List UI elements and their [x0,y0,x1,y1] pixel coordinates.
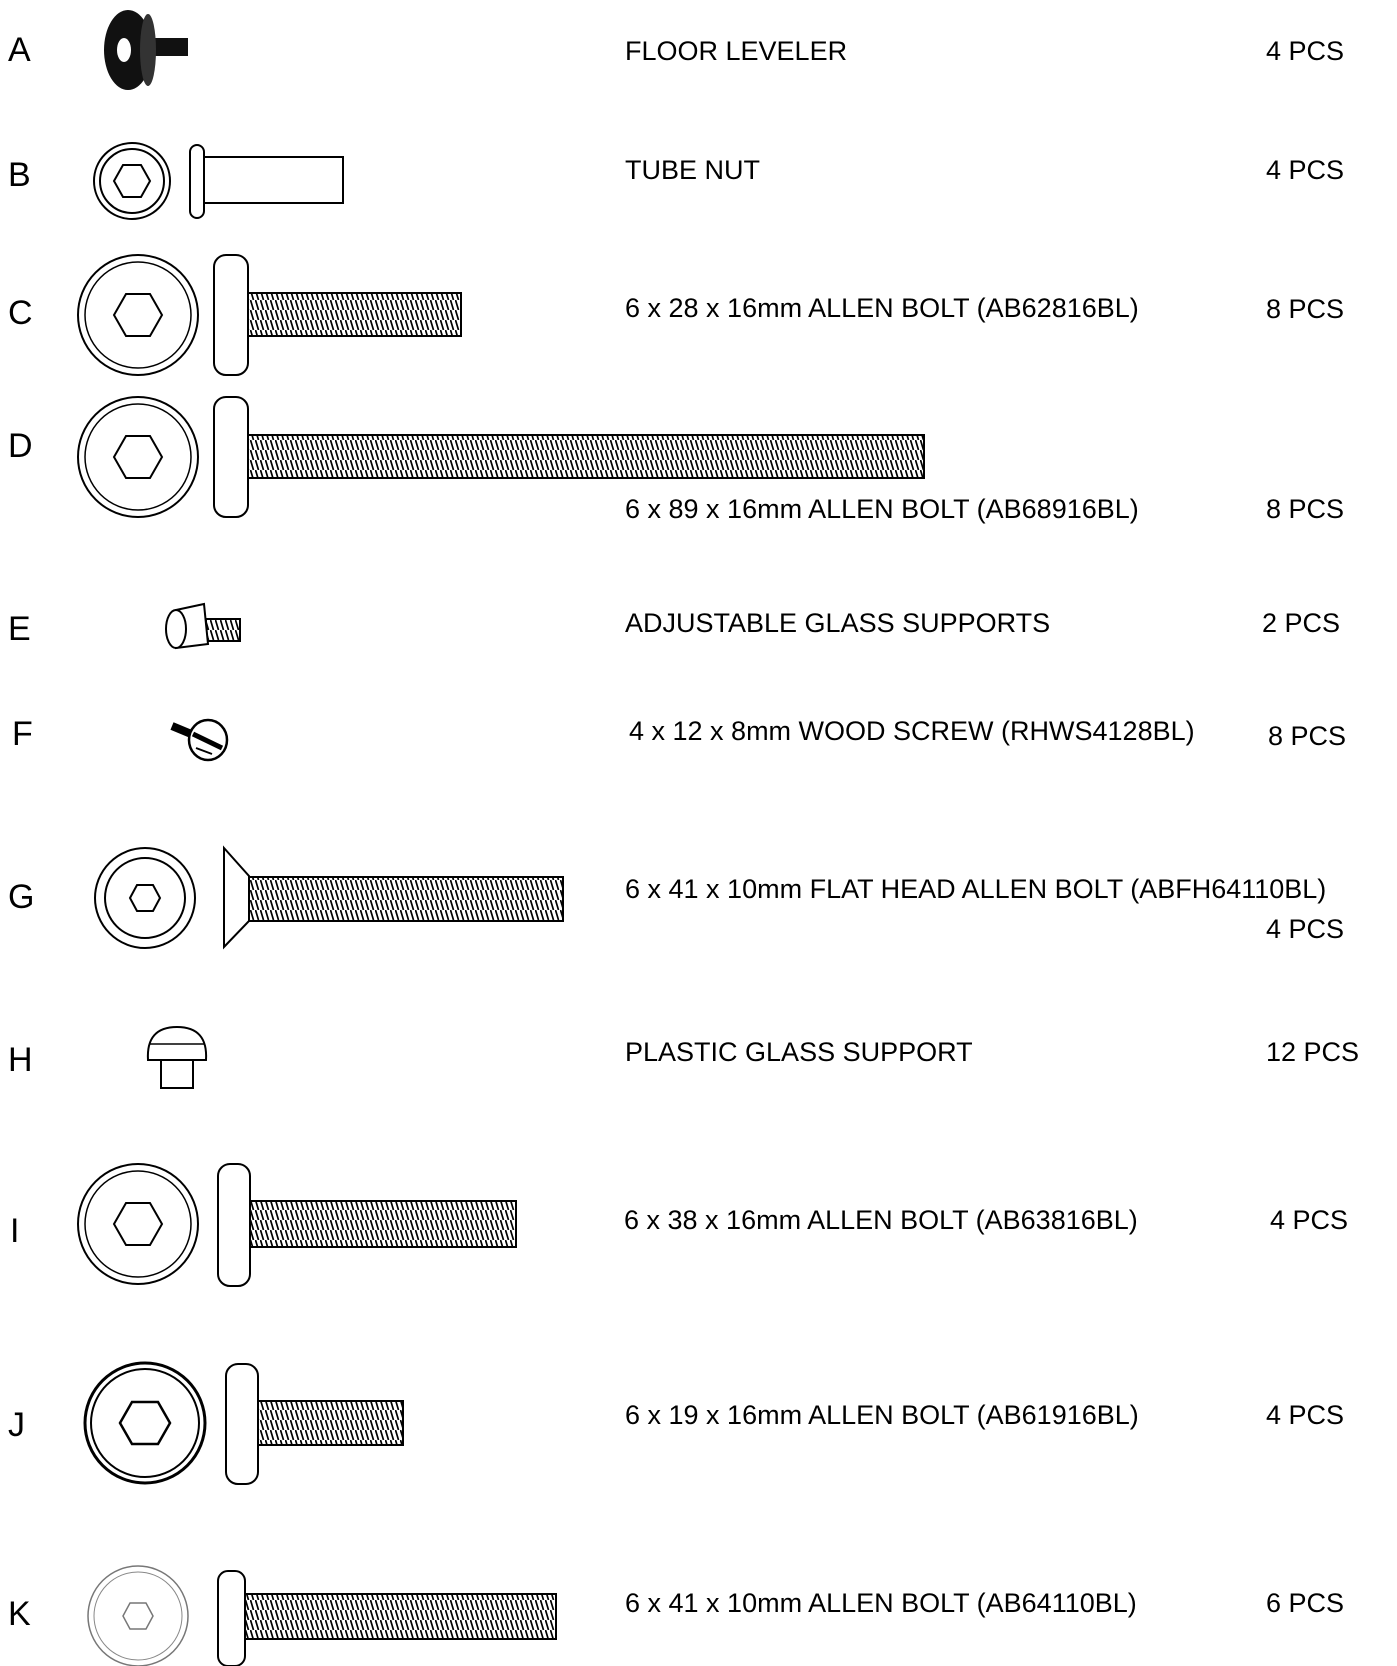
part-letter: C [8,294,33,332]
part-letter: K [8,1595,31,1633]
part-quantity: 6 PCS [1266,1588,1345,1618]
part-description: 6 x 28 x 16mm ALLEN BOLT (AB62816BL) [625,293,1139,323]
part-letter: D [8,427,33,465]
part-quantity: 4 PCS [1266,914,1345,944]
part-description: PLASTIC GLASS SUPPORT [625,1037,973,1067]
allen-bolt-c-icon [77,254,462,376]
flat-head-bolt-icon [94,845,564,950]
part-quantity: 2 PCS [1262,608,1341,638]
wood-screw-icon [170,718,229,762]
plastic-support-icon [146,1025,208,1089]
allen-bolt-j-icon [83,1361,404,1485]
part-quantity: 8 PCS [1266,494,1345,524]
part-quantity: 8 PCS [1268,721,1347,751]
part-letter: A [8,31,31,69]
part-letter: E [8,610,31,648]
part-description: 6 x 41 x 10mm FLAT HEAD ALLEN BOLT (ABFH… [625,874,1327,904]
part-letter: B [8,156,31,194]
floor-leveler-icon [104,10,188,90]
part-quantity: 8 PCS [1266,294,1345,324]
part-description: 6 x 38 x 16mm ALLEN BOLT (AB63816BL) [624,1205,1138,1235]
part-quantity: 12 PCS [1266,1037,1360,1067]
allen-bolt-d-icon [77,396,925,518]
part-description: ADJUSTABLE GLASS SUPPORTS [625,608,1051,638]
part-letter: J [8,1406,25,1444]
part-description: 6 x 19 x 16mm ALLEN BOLT (AB61916BL) [625,1400,1139,1430]
tube-nut-icon [93,142,344,220]
part-letter: H [8,1041,33,1079]
part-quantity: 4 PCS [1266,155,1345,185]
part-description: TUBE NUT [625,155,760,185]
part-quantity: 4 PCS [1270,1205,1349,1235]
glass-support-icon [165,602,241,650]
part-description: FLOOR LEVELER [625,36,848,66]
part-letter: F [12,715,33,753]
part-description: 4 x 12 x 8mm WOOD SCREW (RHWS4128BL) [629,716,1195,746]
allen-bolt-k-icon [87,1565,557,1666]
part-quantity: 4 PCS [1266,36,1345,66]
part-description: 6 x 41 x 10mm ALLEN BOLT (AB64110BL) [625,1588,1137,1618]
part-description: 6 x 89 x 16mm ALLEN BOLT (AB68916BL) [625,494,1139,524]
part-letter: I [10,1212,20,1250]
allen-bolt-i-icon [77,1163,517,1287]
part-letter: G [8,878,35,916]
part-quantity: 4 PCS [1266,1400,1345,1430]
